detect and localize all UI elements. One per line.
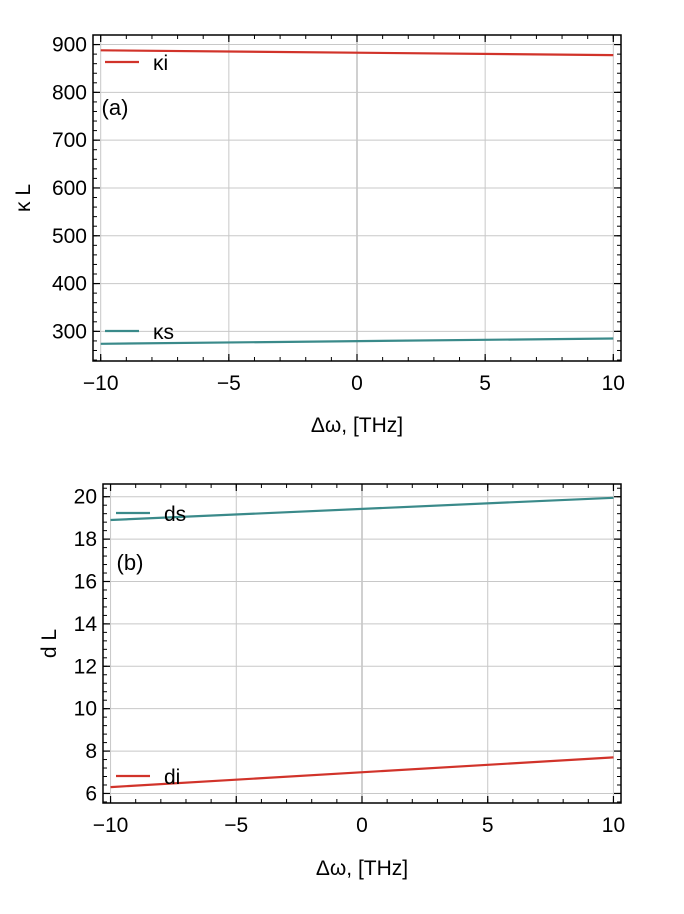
series-line-di [110,756,614,789]
ticks [103,484,621,803]
x-tick-label: −10 [93,814,129,837]
y-tick-label: 12 [74,655,97,678]
x-tick-label: 10 [602,814,625,837]
legend-label-κi: κi [153,52,168,75]
series-line-ds [110,496,614,522]
y-tick-label: 300 [52,320,87,343]
y-axis-label: d L [38,629,61,658]
series-line-κs [100,337,614,345]
x-tick-label: 5 [479,372,491,395]
y-tick-label: 800 [52,81,87,104]
legend-label-κs: κs [153,321,174,344]
x-axis-label: Δω, [THz] [311,414,403,437]
ticks [93,34,621,361]
y-tick-label: 10 [74,698,97,721]
x-axis-label: Δω, [THz] [316,857,408,880]
y-tick-label: 400 [52,273,87,296]
y-tick-label: 8 [85,740,97,763]
y-tick-label: 18 [74,528,97,551]
series-line-κi [100,49,614,57]
x-tick-label: −5 [217,372,241,395]
x-tick-label: −5 [224,814,248,837]
chart-panel-a: −10 −5 0 5 10 300 400 500 600 700 800 900 Δω, [THz] κ… [12,34,625,437]
x-tick-label: −10 [83,372,119,395]
x-tick-label: 0 [356,814,368,837]
y-tick-label: 14 [74,613,98,636]
chart-panel-b: −10 −5 0 5 10 6 8 10 12 14 16 18 20 Δω, [THz] d L ds di (… [38,483,625,880]
x-tick-label: 0 [351,372,363,395]
y-tick-label: 900 [52,34,87,57]
y-tick-label: 16 [74,571,97,594]
y-axis-label: κ L [12,184,35,212]
y-tick-label: 600 [52,177,87,200]
x-tick-label: 10 [602,372,625,395]
panel-label: (b) [117,550,144,575]
y-tick-label: 500 [52,225,87,248]
y-tick-label: 6 [85,782,97,805]
legend-label-di: di [164,766,180,789]
grid [93,35,621,361]
panel-label: (a) [102,95,129,120]
x-tick-label: 5 [482,814,494,837]
legend-label-ds: ds [164,503,186,526]
y-tick-label: 700 [52,129,87,152]
grid [103,484,621,803]
y-tick-label: 20 [74,486,97,509]
